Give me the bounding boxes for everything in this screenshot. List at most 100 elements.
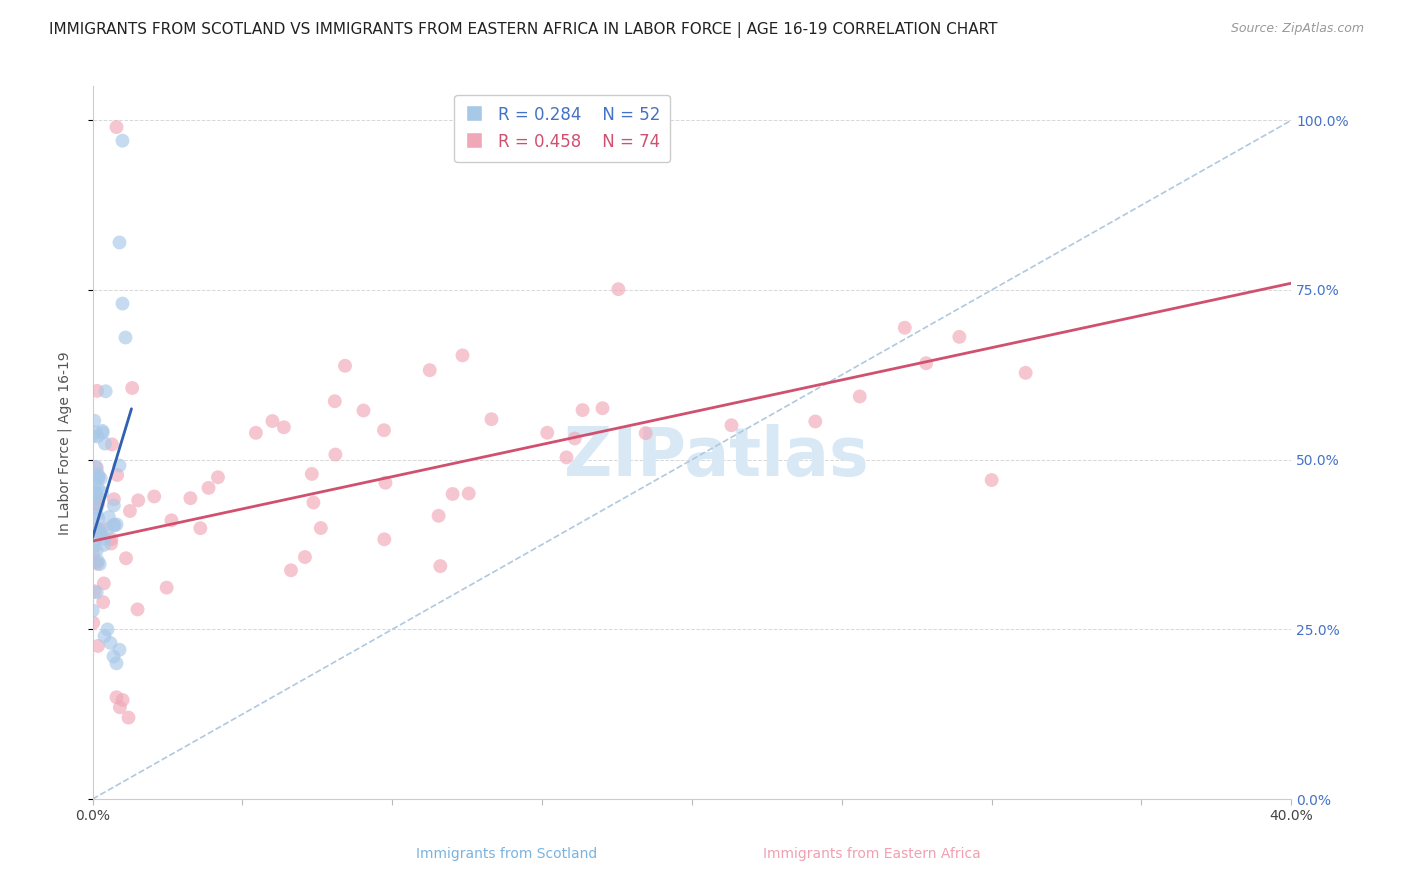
Point [105, 657, 128, 671]
Point [100, 636, 122, 650]
Point [96, 522, 118, 536]
Point [607, 282, 630, 296]
Point [980, 473, 1002, 487]
Point [127, 602, 149, 616]
Point [86, 585, 108, 599]
Point [373, 533, 395, 547]
Point [301, 467, 323, 481]
Text: IMMIGRANTS FROM SCOTLAND VS IMMIGRANTS FROM EASTERN AFRICA IN LABOR FORCE | AGE : IMMIGRANTS FROM SCOTLAND VS IMMIGRANTS F… [49, 22, 998, 38]
Text: Source: ZipAtlas.com: Source: ZipAtlas.com [1230, 22, 1364, 36]
Point [83, 489, 105, 503]
Point [245, 425, 267, 440]
Point [1014, 366, 1036, 380]
Point [160, 513, 183, 527]
Point [333, 359, 356, 373]
Point [86, 501, 108, 516]
Point [457, 486, 479, 500]
Point [108, 458, 131, 473]
Point [915, 356, 938, 370]
Point [294, 549, 316, 564]
Point [207, 470, 229, 484]
Point [86, 384, 108, 398]
Point [536, 425, 558, 440]
Point [353, 403, 375, 417]
Point [93, 538, 115, 552]
Point [188, 521, 211, 535]
Point [89, 527, 111, 541]
Point [83, 584, 105, 599]
Point [143, 490, 166, 504]
Text: Immigrants from Scotland: Immigrants from Scotland [416, 847, 596, 861]
Point [84, 459, 107, 474]
Point [103, 492, 125, 507]
Point [100, 536, 122, 550]
Point [91, 425, 114, 440]
Point [103, 518, 125, 533]
Point [87, 511, 110, 525]
Point [280, 563, 302, 577]
Point [90, 471, 112, 485]
Point [105, 690, 128, 705]
Point [91, 595, 114, 609]
Point [262, 414, 284, 428]
Point [83, 414, 105, 428]
Point [103, 499, 125, 513]
Point [564, 432, 586, 446]
Point [83, 477, 105, 491]
Point [86, 486, 108, 500]
Point [91, 522, 114, 536]
Point [96, 623, 118, 637]
Point [121, 381, 143, 395]
Point [87, 639, 110, 653]
Point [97, 510, 120, 524]
Point [111, 134, 134, 148]
Point [105, 120, 128, 134]
Point [111, 296, 134, 310]
Point [108, 235, 131, 250]
Point [273, 420, 295, 434]
Y-axis label: In Labor Force | Age 16-19: In Labor Force | Age 16-19 [58, 351, 72, 534]
Point [87, 470, 110, 484]
Point [84, 425, 107, 440]
Point [86, 523, 108, 537]
Point [804, 414, 827, 428]
Point [555, 450, 578, 465]
Point [87, 481, 110, 495]
Point [117, 710, 139, 724]
Point [197, 481, 219, 495]
Point [103, 517, 125, 532]
Point [948, 330, 970, 344]
Point [156, 581, 179, 595]
Point [451, 348, 474, 362]
Point [373, 423, 395, 437]
Point [105, 517, 128, 532]
Point [592, 401, 614, 416]
Point [91, 424, 114, 438]
Point [115, 551, 138, 566]
Point [118, 504, 141, 518]
Point [101, 437, 124, 451]
Point [82, 429, 104, 443]
Point [108, 642, 131, 657]
Point [84, 533, 107, 547]
Point [374, 475, 396, 490]
Point [634, 426, 657, 441]
Point [94, 384, 117, 399]
Point [419, 363, 441, 377]
Point [89, 523, 111, 537]
Point [86, 491, 108, 505]
Point [89, 525, 111, 540]
Point [93, 532, 115, 546]
Point [84, 555, 107, 569]
Point [571, 403, 593, 417]
Point [103, 649, 125, 664]
Point [720, 418, 742, 433]
Point [82, 603, 104, 617]
Point [93, 629, 115, 643]
Point [108, 700, 131, 714]
Point [325, 448, 347, 462]
Point [111, 693, 134, 707]
Point [84, 497, 107, 511]
Point [481, 412, 503, 426]
Text: Immigrants from Eastern Africa: Immigrants from Eastern Africa [763, 847, 980, 861]
